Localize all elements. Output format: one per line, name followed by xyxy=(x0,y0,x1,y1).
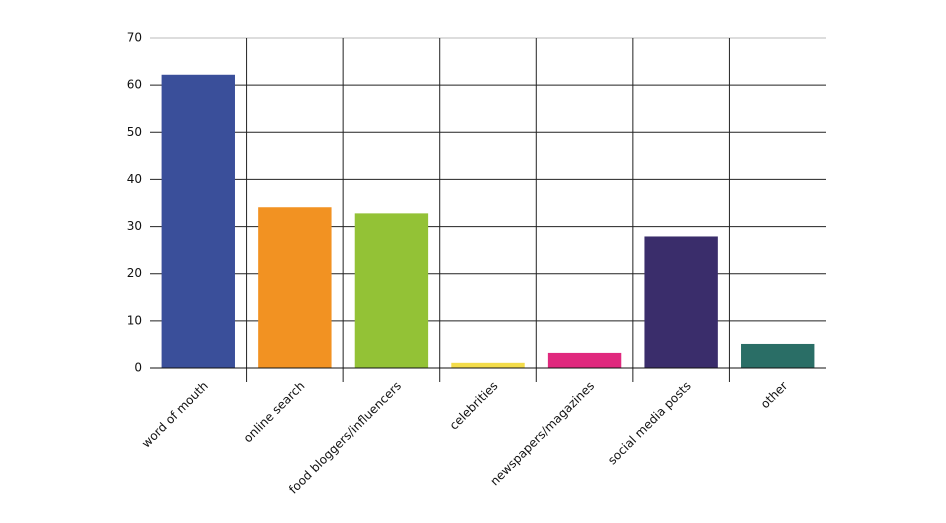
x-tick-label: food bloggers/influencers xyxy=(286,379,404,497)
x-tick-label: online search xyxy=(241,379,308,446)
y-tick-label: 30 xyxy=(127,219,142,233)
y-tick-label: 70 xyxy=(127,31,142,45)
x-tick-label: word of mouth xyxy=(139,379,211,451)
y-tick-label: 10 xyxy=(127,313,142,327)
y-tick-label: 20 xyxy=(127,266,142,280)
y-tick-label: 60 xyxy=(127,78,142,92)
bar xyxy=(161,74,235,369)
bar xyxy=(258,207,332,368)
x-tick-label: social media posts xyxy=(605,379,694,468)
bar xyxy=(451,362,525,368)
y-tick-label: 0 xyxy=(134,361,142,375)
x-tick-label: celebrities xyxy=(447,379,501,433)
bar xyxy=(741,343,815,368)
x-tick-label: newspapers/magazines xyxy=(487,379,597,489)
x-tick-label: other xyxy=(758,379,791,412)
bar xyxy=(644,236,718,368)
bar xyxy=(547,352,622,368)
y-tick-label: 40 xyxy=(127,172,142,186)
bar xyxy=(354,213,429,368)
y-tick-label: 50 xyxy=(127,125,142,139)
